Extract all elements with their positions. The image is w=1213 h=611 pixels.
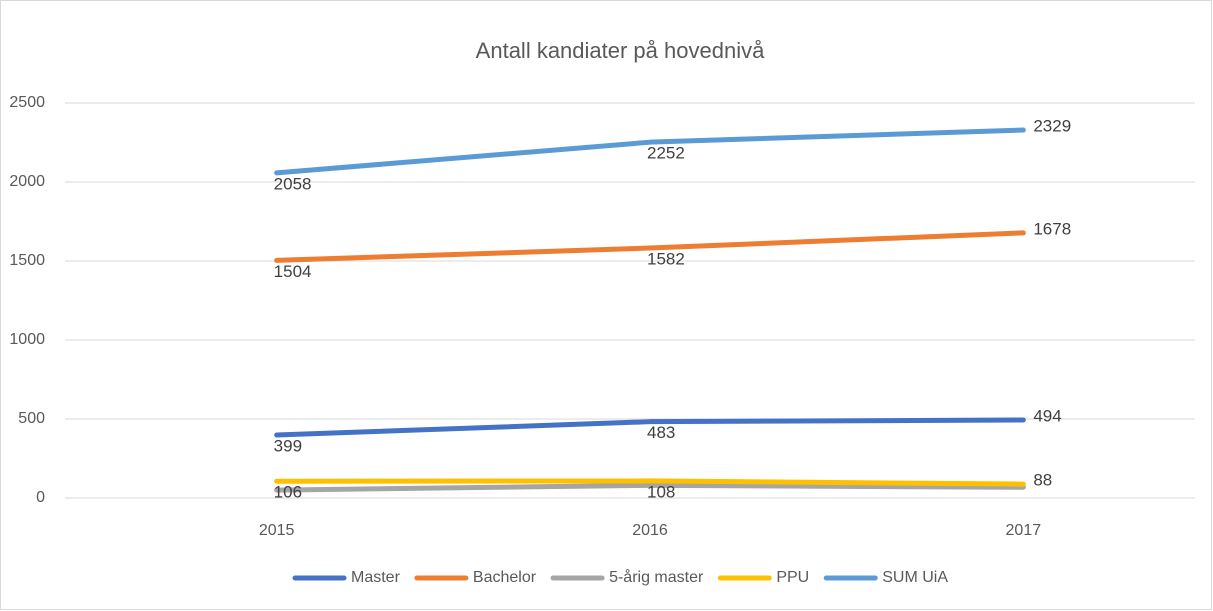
legend-label: SUM UiA bbox=[882, 569, 948, 586]
data-label: 494 bbox=[1033, 406, 1061, 425]
y-tick-label: 0 bbox=[36, 489, 45, 506]
data-label: 2329 bbox=[1033, 117, 1071, 136]
series-line bbox=[274, 478, 1026, 487]
series-line bbox=[274, 230, 1026, 263]
data-label: 1678 bbox=[1033, 219, 1071, 238]
series-line bbox=[274, 417, 1026, 438]
y-tick-label: 1000 bbox=[9, 331, 45, 348]
x-tick-label: 2017 bbox=[1006, 522, 1042, 539]
legend-label: 5-årig master bbox=[609, 568, 704, 586]
series-line bbox=[274, 127, 1026, 176]
y-tick-label: 1500 bbox=[9, 252, 45, 269]
data-label: 106 bbox=[274, 483, 302, 502]
y-tick-label: 500 bbox=[18, 410, 45, 427]
data-label: 88 bbox=[1033, 471, 1052, 490]
data-label: 399 bbox=[274, 436, 302, 455]
x-tick-label: 2015 bbox=[259, 522, 295, 539]
data-label: 2058 bbox=[274, 174, 312, 193]
y-tick-label: 2500 bbox=[9, 94, 45, 111]
legend-label: Bachelor bbox=[473, 569, 537, 586]
y-tick-label: 2000 bbox=[9, 173, 45, 190]
data-label: 1582 bbox=[647, 250, 685, 269]
series-line bbox=[274, 482, 1026, 493]
data-label: 2252 bbox=[647, 144, 685, 163]
x-tick-label: 2016 bbox=[632, 522, 668, 539]
legend-label: PPU bbox=[776, 569, 809, 586]
legend-label: Master bbox=[351, 569, 401, 586]
chart-title: Antall kandiater på hovednivå bbox=[476, 38, 765, 63]
data-label: 483 bbox=[647, 423, 675, 442]
data-label: 108 bbox=[647, 482, 675, 501]
data-label: 1504 bbox=[274, 262, 312, 281]
